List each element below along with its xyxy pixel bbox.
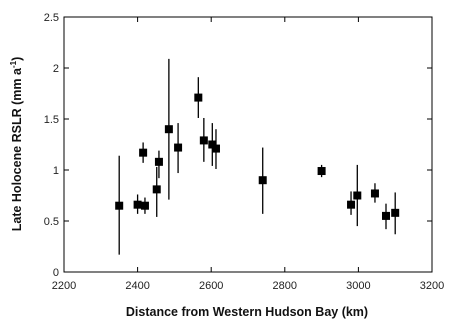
- point-marker: [164, 125, 173, 134]
- point-marker: [211, 144, 220, 153]
- data-point: [139, 142, 148, 163]
- y-axis-label-main: Late Holocene RSLR (mm a: [10, 67, 24, 231]
- point-marker: [391, 208, 400, 217]
- data-point: [347, 191, 356, 215]
- data-point: [140, 197, 149, 214]
- data-point: [199, 117, 208, 162]
- y-tick-label: 0: [53, 267, 59, 279]
- point-marker: [370, 189, 379, 198]
- data-point: [194, 77, 203, 118]
- data-point: [211, 129, 220, 169]
- point-marker: [353, 191, 362, 200]
- data-point: [391, 192, 400, 235]
- x-tick-label: 3000: [346, 280, 370, 292]
- point-marker: [382, 211, 390, 220]
- y-tick-label: 0.5: [44, 216, 59, 228]
- data-point: [353, 164, 362, 227]
- data-point: [152, 166, 161, 217]
- y-axis-label-superscript: -1: [9, 60, 18, 68]
- y-tick-label: 1: [53, 165, 59, 177]
- plot-frame: [63, 16, 433, 273]
- point-marker: [317, 167, 326, 176]
- point-marker: [347, 200, 356, 209]
- y-axis-label: Late Holocene RSLR (mm a-1): [9, 57, 24, 232]
- data-point: [174, 123, 183, 174]
- data-point: [164, 58, 173, 200]
- point-marker: [115, 201, 124, 210]
- data-point: [115, 155, 124, 255]
- y-tick-label: 2: [53, 63, 59, 75]
- data-point: [382, 203, 390, 230]
- data-point: [133, 194, 142, 214]
- x-axis-ticks: 2200 2400 2600 2800 3000 3200: [52, 17, 444, 292]
- point-marker: [140, 201, 149, 210]
- data-point: [154, 150, 163, 179]
- point-marker: [258, 176, 267, 185]
- point-marker: [139, 148, 148, 157]
- y-tick-label: 2.5: [44, 12, 59, 24]
- y-axis-ticks: 0 0.5 1 1.5 2 2.5: [44, 12, 432, 279]
- x-axis-label: Distance from Western Hudson Bay (km): [126, 305, 368, 319]
- y-axis-label-close: ): [10, 57, 24, 61]
- data-point: [258, 147, 267, 214]
- point-marker: [174, 143, 183, 152]
- point-marker: [199, 136, 208, 145]
- point-marker: [154, 157, 163, 166]
- point-marker: [194, 93, 203, 102]
- data-points: [115, 58, 400, 255]
- x-tick-label: 2400: [125, 280, 149, 292]
- x-tick-label: 2200: [52, 280, 76, 292]
- data-point: [317, 164, 326, 178]
- x-tick-label: 3200: [420, 280, 444, 292]
- data-point: [370, 183, 379, 203]
- data-point: [208, 123, 217, 166]
- x-tick-label: 2800: [273, 280, 297, 292]
- point-marker: [208, 140, 217, 149]
- point-marker: [133, 200, 142, 209]
- axes: [63, 16, 433, 273]
- x-tick-label: 2600: [199, 280, 223, 292]
- y-tick-label: 1.5: [44, 114, 59, 126]
- point-marker: [152, 185, 161, 194]
